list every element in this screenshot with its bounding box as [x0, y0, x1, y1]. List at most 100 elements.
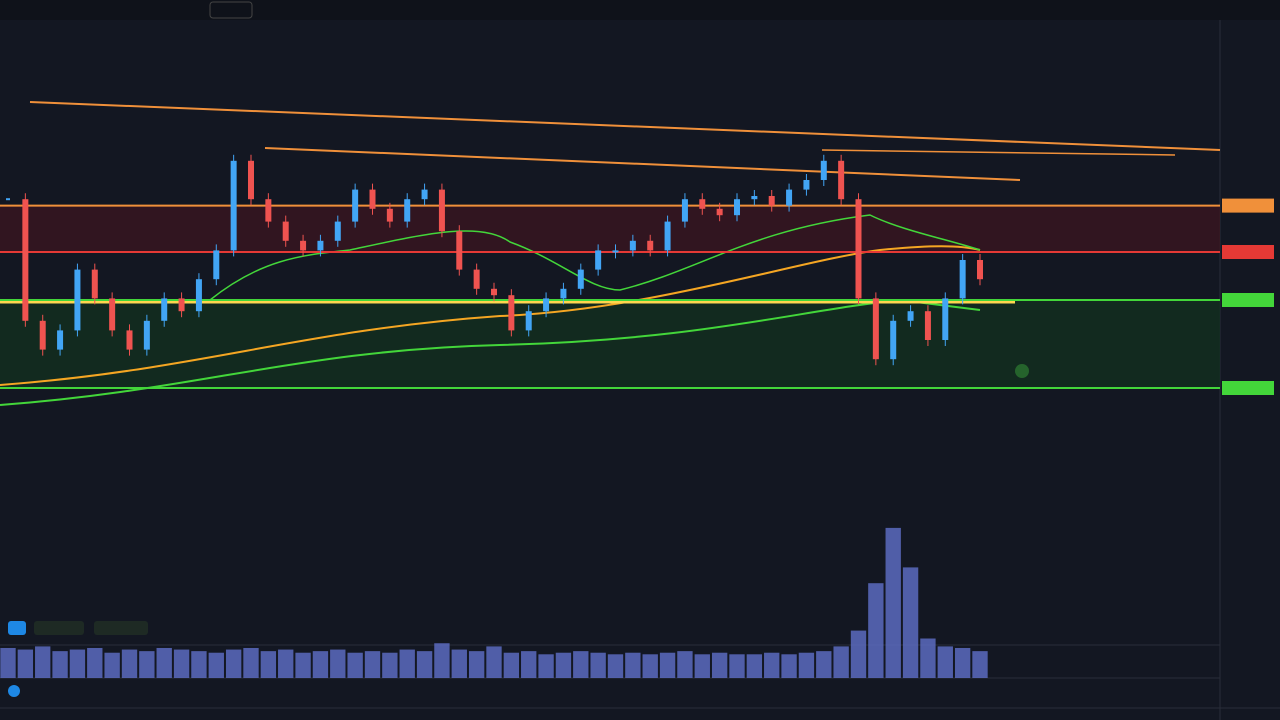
volume-bar	[399, 649, 415, 678]
candle	[820, 160, 827, 180]
volume-bar	[729, 654, 745, 678]
candle	[421, 189, 428, 200]
marker[interactable]	[1015, 364, 1029, 378]
candle	[890, 320, 897, 360]
volume-bar	[503, 652, 520, 678]
candle	[629, 240, 636, 251]
pane-button[interactable]	[8, 685, 20, 697]
volume-bar	[156, 647, 172, 678]
candle	[369, 189, 376, 209]
volume-bar	[521, 651, 537, 678]
candle	[334, 221, 341, 241]
candle	[178, 298, 185, 312]
candle	[248, 160, 254, 200]
volume-bar	[868, 583, 884, 678]
moving-average	[0, 298, 981, 406]
volume-bar	[711, 652, 728, 678]
candle	[404, 199, 411, 222]
toolbar-button[interactable]	[209, 1, 253, 19]
candle	[213, 250, 220, 280]
candle	[230, 160, 237, 251]
candle	[6, 198, 10, 201]
candle	[438, 189, 445, 232]
candle	[39, 320, 46, 350]
volume-bar	[364, 651, 381, 678]
volume-bar	[278, 649, 294, 678]
candle	[959, 260, 966, 299]
support-zone	[0, 300, 1220, 388]
candle	[855, 199, 862, 299]
candle	[577, 269, 584, 289]
volume-bar	[694, 654, 710, 678]
volume-bar	[607, 654, 624, 678]
volume-bar	[816, 651, 832, 678]
volume-bar	[347, 652, 363, 678]
candle	[300, 240, 307, 251]
candle	[74, 269, 81, 331]
volume-bar	[625, 652, 641, 678]
volume-bar	[87, 647, 103, 678]
candle	[786, 189, 793, 206]
candle	[265, 199, 272, 222]
volume-bar	[972, 651, 988, 678]
candle	[681, 199, 688, 222]
candle	[525, 311, 532, 331]
pane-button[interactable]	[34, 621, 84, 635]
candle	[109, 298, 116, 331]
volume-bar	[850, 630, 867, 678]
trend-line	[264, 147, 1021, 181]
volume-bar	[590, 652, 606, 678]
volume-bar	[902, 567, 919, 678]
candle	[942, 298, 949, 340]
trend-line	[29, 101, 1221, 151]
volume-bar	[243, 647, 259, 678]
volume-bar	[225, 649, 242, 678]
candle	[508, 295, 515, 331]
candle	[595, 250, 602, 270]
moving-average	[0, 245, 981, 386]
pane-button[interactable]	[94, 621, 148, 635]
volume-bar	[0, 647, 16, 678]
volume-bar	[746, 654, 763, 678]
volume-bar	[486, 646, 502, 678]
volume-bar	[798, 652, 815, 678]
candle	[473, 269, 480, 289]
candle	[91, 269, 98, 299]
candle	[647, 240, 654, 251]
pane-button[interactable]	[8, 621, 26, 635]
candle	[716, 208, 723, 216]
volume-bar	[260, 651, 277, 678]
volume-bar	[764, 652, 780, 678]
volume-bar	[642, 654, 658, 678]
volume-bar	[382, 652, 398, 678]
candle	[456, 231, 463, 270]
candle	[386, 208, 393, 222]
volume-bar	[954, 647, 971, 678]
resistance-zone	[0, 206, 1220, 252]
volume-bar	[937, 646, 953, 678]
candle	[317, 240, 324, 251]
volume-bar	[677, 651, 693, 678]
candle	[612, 250, 619, 253]
candle	[872, 298, 879, 360]
volume-bar	[451, 649, 467, 678]
volume-bar	[468, 651, 485, 678]
candle	[143, 320, 150, 350]
candle	[560, 288, 567, 299]
volume-bar	[104, 652, 120, 678]
candle	[734, 199, 740, 216]
volume-bar	[885, 527, 901, 678]
candle	[768, 196, 775, 206]
candle	[161, 298, 168, 321]
volume-bar	[416, 651, 433, 678]
volume-bar	[191, 651, 207, 678]
price-level-tag	[1222, 381, 1274, 395]
candle	[195, 279, 202, 312]
volume-bar	[538, 654, 554, 678]
candle	[22, 199, 29, 321]
volume-bar	[295, 652, 311, 678]
candle	[282, 221, 289, 241]
volume-bar	[17, 649, 34, 678]
